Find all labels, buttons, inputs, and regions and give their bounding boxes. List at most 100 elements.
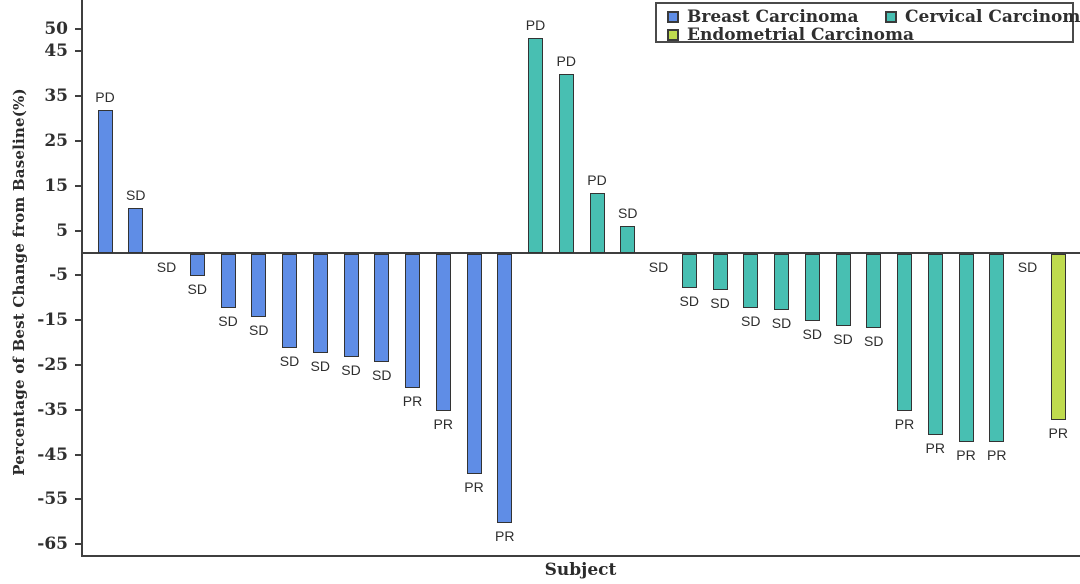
bar <box>312 254 328 353</box>
legend-label: Endometrial Carcinoma <box>687 25 915 45</box>
bar-response-label: SD <box>1017 259 1038 275</box>
y-tick-label: -15 <box>37 310 68 331</box>
bar-response-label: SD <box>679 292 699 309</box>
legend: Breast Carcinoma Cervical Carcinoma Endo… <box>655 2 1080 45</box>
breast-swatch-icon <box>667 11 679 23</box>
x-axis-title: Subject <box>544 560 617 580</box>
bar <box>989 254 1005 443</box>
bar-response-label: PR <box>925 440 945 457</box>
bar-response-label: PD <box>556 52 576 69</box>
y-tick-label: -45 <box>37 444 68 465</box>
y-tick-label: -35 <box>37 399 68 420</box>
y-tick-mark <box>75 184 82 187</box>
bar-response-label: SD <box>187 281 207 298</box>
bar-response-label: PD <box>525 16 546 33</box>
legend-item-cervical: Cervical Carcinoma <box>885 7 1080 27</box>
y-tick-label: -65 <box>37 534 68 555</box>
bar-response-label: PR <box>433 415 453 432</box>
cervical-swatch-icon <box>885 11 897 23</box>
y-tick-mark <box>75 498 82 501</box>
y-tick-mark <box>75 408 82 411</box>
bar-response-label: PD <box>95 88 115 105</box>
y-tick-mark <box>75 95 82 98</box>
y-tick-label: 35 <box>44 86 68 107</box>
bar-response-label: SD <box>126 187 146 204</box>
legend-label: Cervical Carcinoma <box>905 7 1080 27</box>
bar-response-label: SD <box>618 205 638 222</box>
bar <box>681 254 697 288</box>
bar <box>1050 254 1066 420</box>
y-tick-mark <box>75 140 82 142</box>
bar <box>374 254 390 362</box>
bar <box>405 254 420 389</box>
y-tick-mark <box>75 319 82 322</box>
bar-response-label: SD <box>648 259 669 275</box>
bar <box>620 226 636 253</box>
y-tick-mark <box>75 543 82 546</box>
y-tick-label: 45 <box>44 41 68 62</box>
bar-response-label: SD <box>310 357 330 374</box>
bar-response-label: SD <box>341 362 361 379</box>
bar-response-label: PD <box>587 171 607 188</box>
bar-response-label: PR <box>402 393 423 410</box>
bar <box>343 254 359 358</box>
y-tick-label: 25 <box>44 131 68 151</box>
bar <box>435 254 451 411</box>
y-tick-mark <box>75 28 82 30</box>
bar <box>897 254 912 411</box>
y-tick-label: 50 <box>44 19 68 39</box>
y-tick-label: -25 <box>37 355 68 375</box>
bar-response-label: SD <box>710 294 730 311</box>
bar-response-label: SD <box>802 326 822 343</box>
bar <box>804 254 820 322</box>
y-tick-mark <box>75 50 82 53</box>
bar <box>128 208 144 253</box>
bar-response-label: PR <box>987 447 1007 464</box>
bar-response-label: PR <box>1048 424 1068 441</box>
bar-response-label: PR <box>956 447 976 464</box>
x-axis-spine <box>81 555 1080 557</box>
bar-response-label: SD <box>372 366 392 383</box>
bar-response-label: SD <box>741 312 761 329</box>
bar <box>558 73 574 253</box>
bar <box>958 254 974 443</box>
bar <box>282 254 297 349</box>
legend-label: Breast Carcinoma <box>687 7 859 27</box>
bar-response-label: SD <box>249 321 269 338</box>
bar <box>189 254 205 277</box>
bar <box>528 37 543 253</box>
zero-baseline <box>81 252 1080 254</box>
y-tick-mark <box>75 274 82 277</box>
bar-response-label: SD <box>156 259 177 275</box>
bar <box>866 254 882 328</box>
bar <box>497 254 513 523</box>
bar <box>466 254 482 474</box>
endometrial-swatch-icon <box>667 29 679 41</box>
bar-response-label: SD <box>279 353 300 370</box>
y-axis-spine <box>81 0 83 557</box>
bar-response-label: PR <box>464 478 484 495</box>
bar-response-label: SD <box>771 315 792 331</box>
bar <box>835 254 851 326</box>
y-tick-mark <box>75 229 82 232</box>
bar-response-label: PR <box>894 415 915 432</box>
y-tick-label: 15 <box>44 175 68 196</box>
legend-item-breast: Breast Carcinoma <box>667 7 859 27</box>
y-tick-label: -55 <box>37 489 68 510</box>
bar <box>774 254 789 310</box>
bar-response-label: SD <box>218 312 238 329</box>
bar-response-label: SD <box>833 330 853 347</box>
y-tick-mark <box>75 364 82 366</box>
bar <box>589 192 605 253</box>
bar <box>97 109 113 253</box>
bar-response-label: SD <box>864 332 884 349</box>
bar <box>220 254 236 308</box>
y-tick-label: -5 <box>49 265 68 286</box>
bar <box>927 254 943 436</box>
bar <box>743 254 759 308</box>
y-tick-label: 5 <box>56 220 68 241</box>
bar-response-label: PR <box>495 527 515 544</box>
y-tick-mark <box>75 453 82 456</box>
bar <box>712 254 728 290</box>
